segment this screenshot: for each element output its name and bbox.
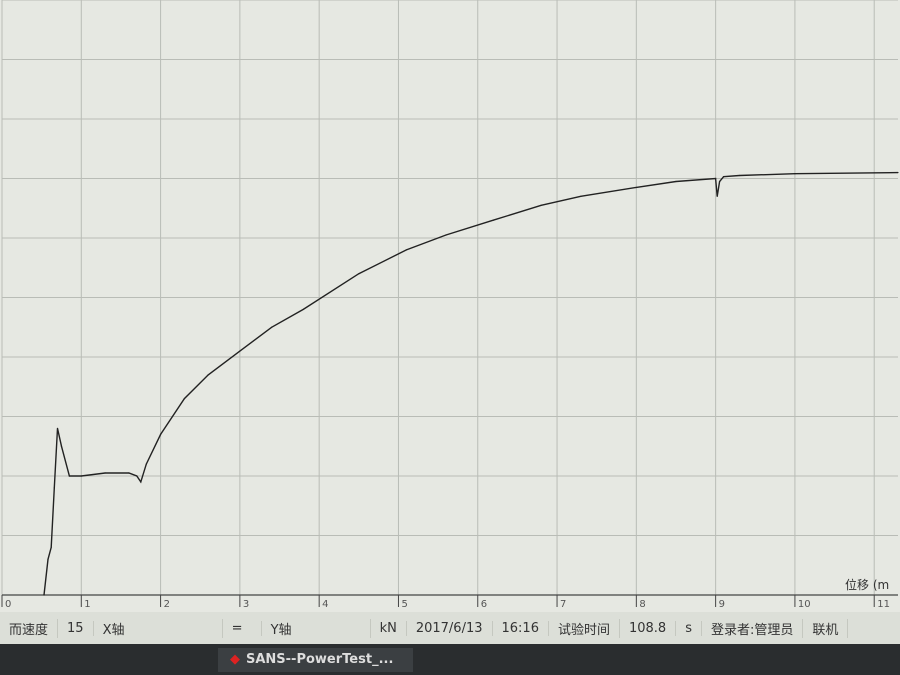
data-point xyxy=(302,308,304,310)
status-bar: 而速度 15 X轴 = Y轴 kN 2017/6/13 16:16 试验时间 1… xyxy=(0,612,900,644)
data-point xyxy=(183,398,185,400)
data-point xyxy=(715,177,717,180)
x-tick-label: 4 xyxy=(322,599,328,610)
equals: = xyxy=(223,620,262,636)
data-point xyxy=(794,173,796,175)
speed-value: 15 xyxy=(58,620,94,636)
data-point xyxy=(47,558,49,560)
data-point xyxy=(140,481,142,483)
data-point xyxy=(635,186,637,189)
time: 16:16 xyxy=(493,620,549,636)
data-point xyxy=(675,180,677,183)
data-point xyxy=(145,463,147,465)
data-point xyxy=(540,204,542,206)
chart-area: 0 1 2 3 4 5 6 7 8 9 10 11 位移 (m xyxy=(0,0,900,612)
series-line xyxy=(43,171,899,596)
data-point xyxy=(493,219,495,221)
x-tick-label: 11 xyxy=(877,599,890,610)
x-tick-label: 10 xyxy=(798,599,811,610)
data-point xyxy=(68,475,70,477)
x-tick-label: 1 xyxy=(84,599,90,610)
data-point xyxy=(716,195,718,197)
date: 2017/6/13 xyxy=(407,620,493,636)
x-tick-label: 5 xyxy=(401,599,407,610)
x-tick-label: 7 xyxy=(560,599,566,610)
x-tick-label: 9 xyxy=(719,599,725,610)
data-point xyxy=(60,445,63,447)
data-point xyxy=(159,433,162,435)
data-point xyxy=(136,475,138,477)
data-point xyxy=(239,350,241,352)
app-icon: ◆ xyxy=(230,652,240,667)
data-point xyxy=(718,180,721,183)
data-point xyxy=(104,472,106,474)
test-time-label: 试验时间 xyxy=(549,618,620,638)
data-point xyxy=(56,427,59,429)
load-displacement-chart: 0 1 2 3 4 5 6 7 8 9 10 11 位移 (m xyxy=(1,0,899,610)
x-tick-label: 0 xyxy=(5,599,11,610)
data-point xyxy=(128,472,130,474)
data-point xyxy=(580,195,582,197)
data-point xyxy=(50,546,52,549)
data-point xyxy=(445,234,447,236)
connection-status: 联机 xyxy=(803,618,849,638)
x-tick-label: 2 xyxy=(164,599,170,610)
y-axis-label: Y轴 xyxy=(262,618,371,638)
x-axis-label: X轴 xyxy=(94,618,223,638)
app-title: SANS--PowerTest_... xyxy=(246,652,394,667)
data-point xyxy=(80,475,82,477)
data-point xyxy=(207,374,209,376)
x-tick-label: 3 xyxy=(243,599,249,610)
test-time-value: 108.8 xyxy=(620,620,677,636)
x-tick-label: 8 xyxy=(639,599,645,610)
data-point xyxy=(722,176,725,178)
data-point xyxy=(53,487,55,489)
test-time-unit: s xyxy=(676,620,702,636)
data-point xyxy=(738,174,741,177)
unit: kN xyxy=(371,620,407,636)
taskbar-app-button[interactable]: ◆ SANS--PowerTest_... xyxy=(218,648,413,672)
taskbar: ◆ SANS--PowerTest_... xyxy=(0,644,900,675)
login: 登录者:管理员 xyxy=(702,618,804,638)
x-axis-label: 位移 (m xyxy=(845,577,889,592)
data-point xyxy=(43,594,45,596)
data-point xyxy=(897,171,899,174)
data-point xyxy=(270,326,273,328)
x-tick-label: 6 xyxy=(481,599,487,610)
data-point xyxy=(405,249,407,251)
speed-label: 而速度 xyxy=(0,618,59,638)
data-point xyxy=(358,273,360,275)
